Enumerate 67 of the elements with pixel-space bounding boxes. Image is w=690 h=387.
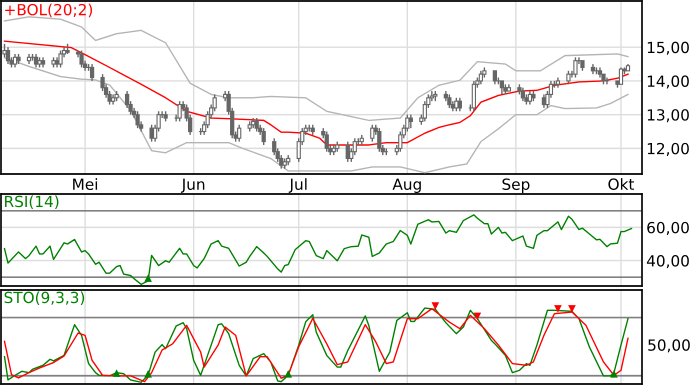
candlestick xyxy=(135,110,140,129)
y-tick-label: 40,00 xyxy=(646,255,689,268)
chart-title: +BOL(20;2) xyxy=(5,4,92,18)
candlestick xyxy=(254,117,259,132)
candlestick xyxy=(79,50,84,68)
candlestick xyxy=(447,94,452,109)
candlestick xyxy=(478,70,484,85)
candlestick xyxy=(377,127,382,152)
point xyxy=(568,305,576,313)
candlestick xyxy=(531,90,536,102)
x-tick-label: Jun xyxy=(180,178,204,193)
candlestick xyxy=(90,63,94,82)
point xyxy=(144,370,152,378)
candlestick xyxy=(6,46,10,65)
candlestick xyxy=(335,140,340,152)
chart-title: RSI(14) xyxy=(5,195,58,210)
candlestick xyxy=(556,76,560,88)
point xyxy=(610,370,618,378)
y-tick-label: 12,00 xyxy=(648,142,689,156)
candlestick xyxy=(492,70,498,85)
candlestick xyxy=(472,80,476,112)
candlestick xyxy=(262,127,266,146)
candlestick xyxy=(324,130,329,152)
candlestick xyxy=(408,114,413,129)
x-tick-label: Sep xyxy=(502,178,530,193)
candlestick xyxy=(458,97,462,112)
point xyxy=(112,369,120,377)
candlestick xyxy=(114,90,119,102)
candlestick xyxy=(65,43,70,55)
candlestick xyxy=(566,70,571,85)
candlestick xyxy=(370,124,374,142)
candlestick xyxy=(590,63,596,75)
x-tick-label: Mei xyxy=(73,178,98,190)
chart-title: STO(9,3,3) xyxy=(4,291,84,306)
candlestick xyxy=(40,56,46,68)
line-series xyxy=(4,214,632,286)
point xyxy=(554,305,562,313)
text: 50,00 xyxy=(648,339,690,352)
y-tick-label: 15,00 xyxy=(648,42,689,55)
y-tick-label: 60,00 xyxy=(647,222,689,235)
x-tick-label: Aug xyxy=(392,178,421,193)
candlestick xyxy=(332,144,336,156)
candlestick xyxy=(237,124,242,142)
candlestick xyxy=(248,120,252,132)
candlestick xyxy=(360,134,364,146)
candlestick xyxy=(433,90,438,102)
candlestick xyxy=(178,100,182,122)
candlestick xyxy=(286,154,290,166)
candlestick xyxy=(110,94,116,106)
point xyxy=(432,302,440,310)
candlestick xyxy=(580,60,585,72)
line-series xyxy=(4,16,629,122)
point xyxy=(474,312,482,320)
y-tick-label: 13,00 xyxy=(648,109,689,122)
candlestick xyxy=(618,66,624,85)
y-tick-label: 14,00 xyxy=(648,75,689,89)
candlestick xyxy=(500,80,504,96)
candlestick xyxy=(520,86,526,102)
x-tick-label: Jul xyxy=(288,178,307,193)
candlestick xyxy=(310,124,315,136)
candlestick xyxy=(282,158,287,170)
candlestick xyxy=(346,140,350,163)
x-tick-label: Okt xyxy=(608,178,634,190)
candlestick xyxy=(163,110,168,122)
candlestick xyxy=(58,50,63,68)
point xyxy=(284,370,292,378)
candlestick xyxy=(573,56,578,78)
